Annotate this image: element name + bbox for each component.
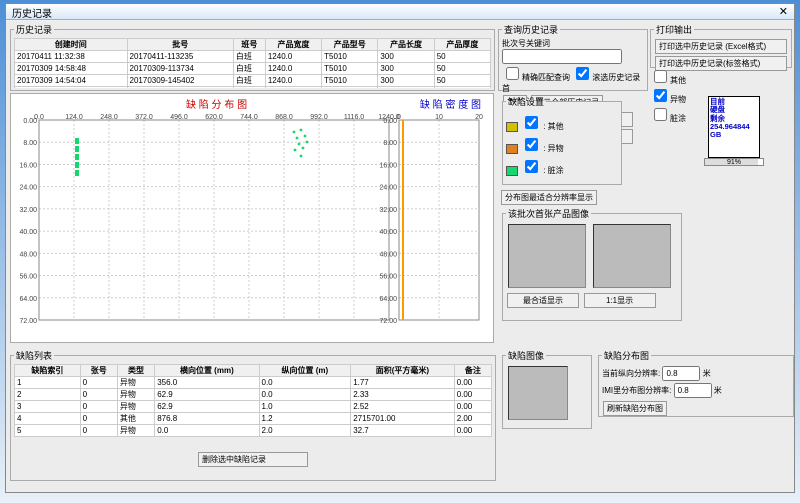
cb-dirty[interactable]: 脏涂 [650,114,686,123]
svg-text:48.00: 48.00 [19,251,37,258]
deflist-header[interactable]: 缺陷索引 [15,365,81,377]
svg-text:40.00: 40.00 [379,229,397,236]
deflist-scroll[interactable]: 缺陷索引张号类型横向位置 (mm)纵向位置 (m)面积(平方毫米)备注 10异物… [14,364,492,450]
svg-text:32.00: 32.00 [19,207,37,214]
deflist-header[interactable]: 类型 [117,365,154,377]
history-panel: 历史记录 创建时间批号班号产品宽度产品型号产品长度产品厚度 20170411 1… [10,23,495,91]
table-row[interactable]: 50异物0.02.032.70.00 [15,425,492,437]
imi-input[interactable] [674,383,712,398]
deflist-header[interactable]: 横向位置 (mm) [155,365,259,377]
defect-type-toggle[interactable]: : 异物 [506,135,618,154]
deflist-header[interactable]: 张号 [80,365,117,377]
svg-text:0.00: 0.00 [23,118,37,125]
svg-text:8.00: 8.00 [383,140,397,147]
refresh-dist-button[interactable]: 刷新缺陷分布图 [603,401,667,416]
svg-text:72.00: 72.00 [379,318,397,325]
svg-text:16.00: 16.00 [19,162,37,169]
history-header[interactable]: 产品长度 [378,39,434,51]
exact-checkbox[interactable]: 精确匹配查询 [502,73,570,82]
defect-image [508,366,568,420]
vres-label: 当前纵向分辨率: 米 [602,366,790,381]
chart-title-density: 缺 陷 密 度 图 [420,96,481,111]
table-row[interactable]: 20170309 14:54:0420170309-145402白班1240.0… [15,75,491,87]
svg-text:64.00: 64.00 [19,296,37,303]
history-header[interactable]: 创建时间 [15,39,128,51]
history-legend: 历史记录 [14,23,54,36]
defimg-legend: 缺陷图像 [506,349,546,362]
svg-text:24.00: 24.00 [379,185,397,192]
history-table: 创建时间批号班号产品宽度产品型号产品长度产品厚度 20170411 11:32:… [14,38,491,88]
prodimg-legend: 该批次首张产品图像 [506,207,591,220]
print-panel: 打印输出 打印选中历史记录 (Excel格式) 打印选中历史记录(标签格式) [650,23,792,68]
print-legend: 打印输出 [654,23,694,36]
keyword-label: 批次号关键词 [502,38,644,49]
title: 历史记录 [12,5,52,18]
query-legend: 查询历史记录 [502,23,560,36]
cb-foreign[interactable]: 异物 [650,95,686,104]
table-row[interactable]: 20异物62.90.02.330.00 [15,389,492,401]
deflist-header[interactable]: 备注 [454,365,491,377]
history-scroll[interactable]: 创建时间批号班号产品宽度产品型号产品长度产品厚度 20170411 11:32:… [14,38,491,88]
history-header[interactable]: 产品厚度 [434,39,490,51]
chart-svg: 0.0124.0248.0372.0496.0620.0744.0868.099… [11,110,495,342]
history-header[interactable]: 产品型号 [322,39,378,51]
vres-input[interactable] [662,366,700,381]
defleg-legend: 缺陷设置 [506,95,546,108]
svg-text:56.00: 56.00 [19,274,37,281]
svg-text:64.00: 64.00 [379,296,397,303]
close-icon[interactable]: ✕ [779,5,788,18]
svg-text:48.00: 48.00 [379,251,397,258]
svg-text:24.00: 24.00 [19,185,37,192]
main-window: 历史记录 ✕ 历史记录 创建时间批号班号产品宽度产品型号产品长度产品厚度 201… [5,3,795,493]
history-header[interactable]: 班号 [233,39,265,51]
best-resolution-button[interactable]: 分布图最适合分辨率显示 [501,190,597,205]
disk-pct: 91% [704,158,764,166]
product-image-panel: 该批次首张产品图像 最合适显示 1:1显示 [502,207,682,321]
table-row[interactable]: 20170309 14:58:4820170309-113734白班1240.0… [15,63,491,75]
print-filter: 其他 异物 脏涂 [650,67,686,124]
defect-legend-panel: 缺陷设置 : 其他 : 异物 : 脏涂 [502,95,622,185]
deflist-header[interactable]: 纵向位置 (m) [259,365,351,377]
cb-other[interactable]: 其他 [650,76,686,85]
print-excel-button[interactable]: 打印选中历史记录 (Excel格式) [655,39,787,54]
chart-title-dist: 缺 陷 分 布 图 [186,96,247,111]
fit-button[interactable]: 最合适显示 [507,293,579,308]
deflist-legend: 缺陷列表 [14,349,54,362]
chart-panel: 缺 陷 分 布 图 缺 陷 密 度 图 0.0124.0248.0372.049… [10,93,494,343]
table-row[interactable]: 20170214 14:55:0020170214-141941白班1240.0… [15,87,491,89]
product-image-1 [508,224,586,288]
delete-defect-button[interactable]: 删除选中缺陷记录 [198,452,308,467]
defect-table: 缺陷索引张号类型横向位置 (mm)纵向位置 (m)面积(平方毫米)备注 10异物… [14,364,492,437]
svg-text:56.00: 56.00 [379,274,397,281]
table-row[interactable]: 30异物62.91.02.520.00 [15,401,492,413]
query-panel: 查询历史记录 批次号关键词 精确匹配查询 滚选历史记录首 查询 显示全部历史记录… [498,23,648,91]
product-image-2 [593,224,671,288]
one-to-one-button[interactable]: 1:1显示 [584,293,656,308]
defect-type-toggle[interactable]: : 脏涂 [506,157,618,176]
deflist-header[interactable]: 面积(平方毫米) [351,365,455,377]
defect-type-toggle[interactable]: : 其他 [506,113,618,132]
table-row[interactable]: 40其他876.81.22715701.002.00 [15,413,492,425]
defdist-legend: 缺陷分布图 [602,349,651,362]
svg-text:8.00: 8.00 [23,140,37,147]
keyword-input[interactable] [502,49,622,64]
imi-label: IMI里分布图分辨率: 米 [602,383,790,398]
table-row[interactable]: 20170411 11:32:3820170411-113235白班1240.0… [15,51,491,63]
history-header[interactable]: 批号 [127,39,233,51]
svg-text:32.00: 32.00 [379,207,397,214]
table-row[interactable]: 10异物356.00.01.770.00 [15,377,492,389]
svg-text:72.00: 72.00 [19,318,37,325]
defect-list-panel: 缺陷列表 缺陷索引张号类型横向位置 (mm)纵向位置 (m)面积(平方毫米)备注… [10,349,496,481]
defect-dist-panel: 缺陷分布图 当前纵向分辨率: 米 IMI里分布图分辨率: 米 刷新缺陷分布图 [598,349,794,417]
defect-image-panel: 缺陷图像 [502,349,592,429]
disk-unit: GB [710,130,721,139]
history-header[interactable]: 产品宽度 [265,39,321,51]
svg-text:0.00: 0.00 [383,118,397,125]
titlebar[interactable]: 历史记录 ✕ [6,4,794,20]
disk-usage: 目前 硬盘 剩余 254.964844 GB 91% [708,96,760,158]
svg-text:40.00: 40.00 [19,229,37,236]
svg-text:16.00: 16.00 [379,162,397,169]
